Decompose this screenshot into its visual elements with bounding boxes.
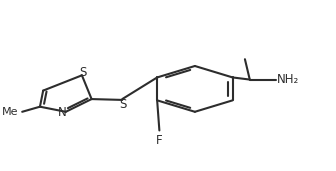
Text: S: S xyxy=(119,98,126,111)
Text: Me: Me xyxy=(2,107,18,117)
Text: NH₂: NH₂ xyxy=(277,73,299,86)
Text: F: F xyxy=(156,134,163,147)
Text: N: N xyxy=(57,106,66,119)
Text: S: S xyxy=(79,66,87,79)
